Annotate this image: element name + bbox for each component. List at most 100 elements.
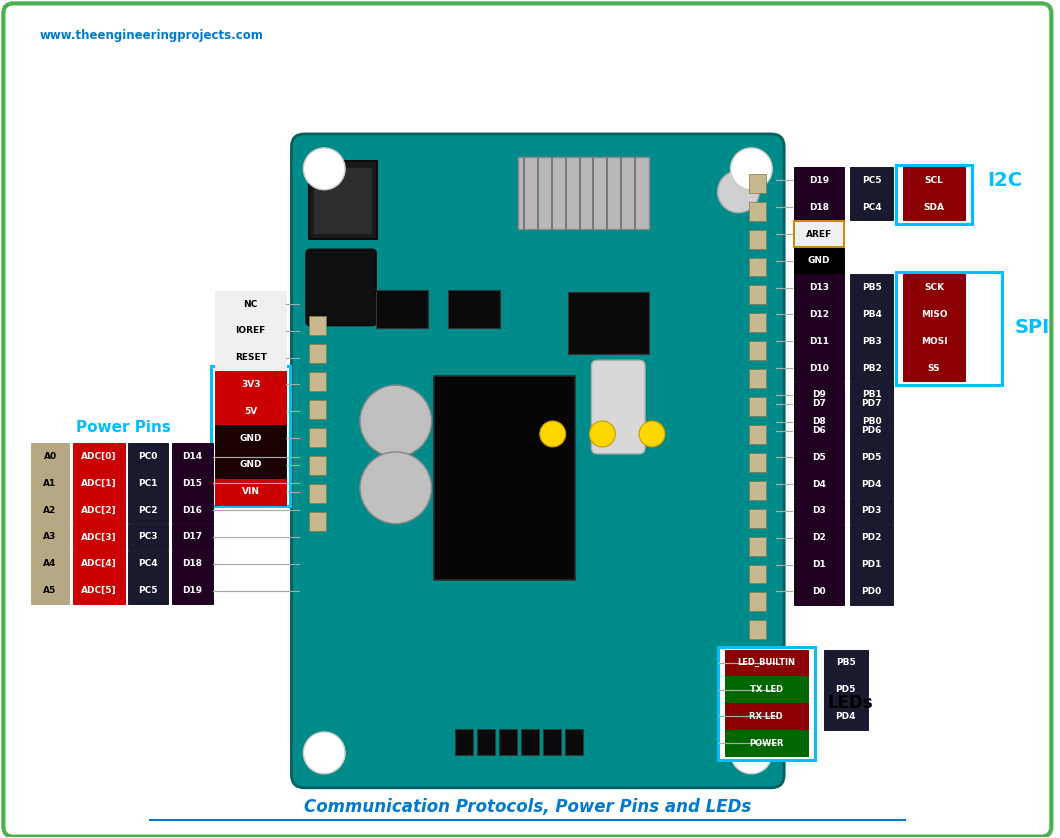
Bar: [850, 275, 894, 301]
Bar: [172, 470, 213, 497]
Text: 3V3: 3V3: [241, 380, 261, 389]
Bar: [794, 302, 844, 328]
Bar: [749, 370, 766, 388]
Circle shape: [718, 171, 759, 213]
Text: SPI: SPI: [1014, 318, 1049, 338]
Bar: [850, 444, 894, 470]
Text: D12: D12: [809, 310, 829, 319]
Text: PC3: PC3: [138, 532, 158, 541]
Bar: [850, 355, 894, 381]
Bar: [127, 470, 169, 497]
Bar: [749, 173, 766, 193]
Text: A0: A0: [43, 452, 56, 461]
Bar: [749, 481, 766, 499]
Text: D18: D18: [182, 559, 202, 568]
Text: D11: D11: [809, 337, 829, 346]
Text: PB0: PB0: [862, 417, 882, 427]
Text: PC2: PC2: [138, 505, 158, 515]
Text: ADC[5]: ADC[5]: [81, 586, 117, 595]
Text: D0: D0: [812, 587, 826, 596]
Bar: [749, 536, 766, 556]
Text: PB4: PB4: [862, 310, 882, 319]
Bar: [31, 443, 69, 470]
Bar: [794, 248, 844, 274]
Circle shape: [360, 385, 431, 457]
FancyBboxPatch shape: [292, 134, 784, 788]
Bar: [794, 275, 844, 301]
Text: SS: SS: [928, 364, 940, 373]
Bar: [794, 551, 844, 577]
Text: PD4: PD4: [862, 479, 882, 489]
Bar: [850, 409, 894, 435]
Text: GND: GND: [808, 256, 830, 266]
Bar: [73, 524, 125, 551]
Bar: [850, 328, 894, 354]
Bar: [310, 344, 326, 363]
Bar: [725, 649, 808, 676]
Bar: [794, 498, 844, 524]
Bar: [725, 730, 808, 757]
Bar: [749, 509, 766, 528]
Bar: [31, 470, 69, 497]
Text: PD7: PD7: [862, 399, 882, 408]
Bar: [215, 291, 286, 318]
FancyBboxPatch shape: [591, 360, 646, 454]
Bar: [903, 194, 965, 220]
Bar: [850, 578, 894, 604]
Text: SDA: SDA: [923, 203, 944, 212]
Text: GND: GND: [240, 460, 262, 469]
Bar: [567, 292, 649, 354]
Bar: [749, 453, 766, 472]
Bar: [749, 202, 766, 220]
Bar: [749, 704, 766, 723]
Text: MISO: MISO: [921, 310, 948, 319]
Bar: [794, 328, 844, 354]
Bar: [73, 577, 125, 604]
Bar: [211, 366, 290, 505]
Bar: [127, 551, 169, 577]
Text: D9: D9: [812, 391, 826, 400]
Bar: [850, 194, 894, 220]
Text: D4: D4: [812, 479, 826, 489]
Bar: [903, 355, 965, 381]
FancyBboxPatch shape: [3, 3, 1052, 836]
Bar: [749, 341, 766, 360]
Text: NC: NC: [244, 299, 258, 308]
Bar: [477, 729, 495, 755]
Text: VIN: VIN: [242, 487, 260, 496]
Text: PB3: PB3: [862, 337, 882, 346]
Bar: [850, 498, 894, 524]
Bar: [31, 524, 69, 551]
Text: SCK: SCK: [924, 283, 944, 292]
Bar: [172, 577, 213, 604]
Text: D6: D6: [812, 426, 826, 435]
FancyBboxPatch shape: [306, 250, 376, 325]
Bar: [749, 313, 766, 333]
Bar: [725, 703, 808, 730]
Text: D19: D19: [809, 176, 829, 185]
Bar: [903, 328, 965, 354]
Bar: [850, 471, 894, 497]
Bar: [824, 649, 867, 676]
Text: PD6: PD6: [862, 426, 882, 435]
Text: PD5: PD5: [862, 453, 882, 462]
Text: MOSI: MOSI: [921, 337, 948, 346]
Bar: [172, 524, 213, 551]
Text: LEDs: LEDs: [828, 694, 873, 712]
Bar: [215, 452, 286, 478]
Text: D16: D16: [182, 505, 202, 515]
Text: SCL: SCL: [924, 176, 943, 185]
Bar: [725, 676, 808, 703]
Bar: [794, 525, 844, 551]
Bar: [127, 577, 169, 604]
Bar: [310, 372, 326, 391]
Text: PC0: PC0: [138, 452, 158, 461]
Bar: [903, 275, 965, 301]
Bar: [73, 497, 125, 524]
Text: A5: A5: [43, 586, 56, 595]
Text: ADC[1]: ADC[1]: [81, 478, 117, 488]
Circle shape: [303, 147, 346, 189]
Bar: [794, 168, 844, 194]
Bar: [127, 524, 169, 551]
Text: PD4: PD4: [835, 712, 856, 721]
